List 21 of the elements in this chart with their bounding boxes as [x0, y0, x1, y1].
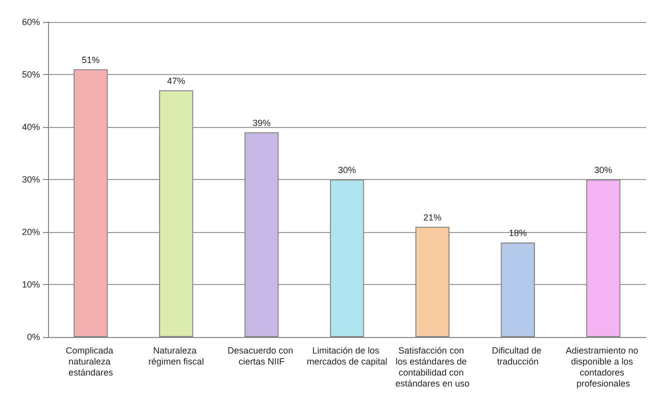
data-label: 39%: [252, 118, 271, 128]
x-tick-label: Adiestramiento no disponible a los contadores profesionales: [566, 346, 641, 388]
y-tick-label: 60%: [22, 17, 40, 27]
x-tick-label: Dificultad de traducción: [492, 346, 544, 366]
y-tick-label: 20%: [22, 227, 40, 237]
y-tick-label: 40%: [22, 122, 40, 132]
y-tick-label: 50%: [22, 70, 40, 80]
data-label: 21%: [423, 212, 442, 222]
x-tick-label: Satisfacción con los estándares de contabilidad con estándares en uso: [395, 346, 470, 388]
x-tick-label: Complicada naturaleza estándares: [66, 346, 116, 378]
data-label: 30%: [594, 165, 612, 175]
data-label: 47%: [167, 76, 186, 86]
y-tick-label: 10%: [22, 280, 40, 290]
data-label: 18%: [508, 228, 527, 238]
data-label: 51%: [82, 54, 100, 65]
x-tick-label: Naturaleza régimen fiscal: [148, 346, 204, 366]
y-tick-label: 0%: [26, 332, 40, 342]
data-label: 30%: [338, 165, 356, 175]
x-tick-label: Desacuerdo con ciertas NIIF: [228, 346, 296, 366]
y-tick-label: 30%: [22, 174, 40, 184]
x-tick-label: Limitación de los mercados de capital: [306, 346, 388, 366]
